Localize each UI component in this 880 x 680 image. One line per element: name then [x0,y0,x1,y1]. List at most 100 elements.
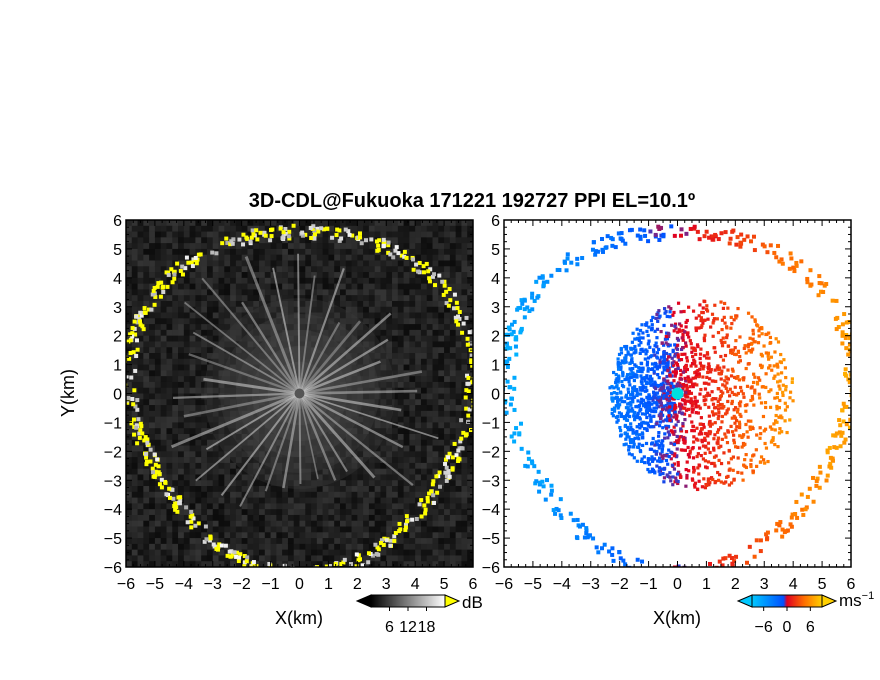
snr-noise-cell [351,416,358,423]
velocity-near-cell [620,396,624,400]
snr-noise-cell [426,468,433,475]
snr-noise-cell [322,289,329,296]
snr-noise-cell [357,468,364,475]
snr-noise-cell [137,393,144,400]
snr-noise-cell [322,306,329,313]
snr-noise-cell [328,457,335,464]
snr-noise-cell [322,272,329,279]
snr-noise-cell [432,370,439,377]
snr-noise-cell [131,497,138,504]
snr-noise-cell [206,480,214,487]
snr-noise-cell [241,283,248,290]
snr-noise-cell [351,220,358,227]
snr-noise-cell [189,462,196,469]
snr-noise-cell [206,324,214,331]
velocity-near-cell [688,385,692,389]
snr-echo-cell [333,561,338,566]
snr-noise-cell [276,503,283,510]
snr-noise-cell [166,497,173,504]
snr-noise-cell [287,248,295,255]
snr-noise-cell [149,538,156,545]
snr-noise-cell [218,486,225,493]
snr-noise-cell [212,353,219,360]
snr-noise-cell [264,462,271,469]
snr-noise-cell [241,376,248,383]
snr-noise-cell [426,295,433,302]
snr-noise-cell [137,329,144,336]
y-tick-label: 2 [113,329,122,346]
velocity-near-cell [744,366,748,371]
snr-noise-cell [154,549,161,556]
snr-noise-cell [189,324,196,331]
snr-noise-cell [172,220,179,227]
snr-noise-cell [218,254,225,261]
snr-noise-cell [270,306,277,313]
snr-noise-cell [149,549,156,556]
snr-echo-cell [135,320,140,325]
snr-noise-cell [386,422,393,429]
velocity-near-cell [738,434,742,438]
snr-noise-cell [178,509,185,516]
snr-noise-cell [351,353,358,360]
snr-echo-cell [319,226,324,231]
snr-echo-cell [250,228,255,233]
snr-noise-cell [403,353,410,360]
snr-noise-cell [397,381,404,389]
snr-noise-cell [264,324,271,331]
snr-noise-cell [392,329,399,336]
snr-noise-cell [328,381,335,389]
snr-noise-cell [374,393,381,400]
snr-noise-cell [415,237,422,244]
snr-noise-cell [316,486,323,493]
snr-noise-cell [345,422,352,429]
snr-noise-cell [131,509,138,516]
snr-noise-cell [305,509,312,516]
velocity-near-cell [744,351,748,355]
snr-noise-cell [316,509,323,516]
snr-noise-cell [438,526,445,533]
snr-noise-cell [143,358,150,365]
snr-noise-cell [241,277,248,284]
snr-noise-cell [154,347,161,354]
snr-noise-cell [432,428,439,435]
snr-noise-cell [270,445,277,452]
snr-noise-cell [432,462,439,469]
snr-noise-cell [183,364,190,371]
velocity-near-cell [737,360,741,364]
snr-noise-cell [253,410,260,417]
snr-noise-cell [137,549,144,556]
snr-noise-cell [461,520,468,527]
snr-noise-cell [149,248,156,255]
snr-noise-cell [253,295,260,302]
snr-echo-cell [443,461,448,466]
velocity-near-cell [677,438,681,442]
velocity-near-cell [639,374,643,378]
snr-noise-cell [415,457,422,464]
snr-echo-cell [255,237,260,242]
snr-noise-cell [160,277,167,284]
snr-noise-cell [397,272,404,279]
snr-noise-cell [212,364,219,371]
snr-noise-cell [392,410,399,417]
snr-noise-cell [282,439,289,446]
snr-noise-cell [299,237,306,244]
snr-noise-cell [380,347,387,354]
snr-noise-cell [339,445,347,452]
snr-noise-cell [264,300,271,308]
velocity-near-cell [729,424,733,429]
snr-noise-cell [449,225,456,232]
snr-noise-cell [455,266,462,273]
snr-echo-cell [170,487,175,492]
snr-noise-cell [305,306,312,313]
snr-noise-cell [131,410,138,417]
snr-noise-cell [224,509,231,516]
snr-noise-cell [363,509,370,516]
snr-noise-cell [287,532,295,539]
snr-noise-cell [392,341,399,348]
snr-echo-cell [446,303,451,308]
snr-noise-cell [351,497,358,504]
snr-echo-cell [430,482,435,487]
snr-noise-cell [230,538,237,545]
velocity-near-cell [773,350,777,354]
snr-noise-cell [160,451,167,458]
